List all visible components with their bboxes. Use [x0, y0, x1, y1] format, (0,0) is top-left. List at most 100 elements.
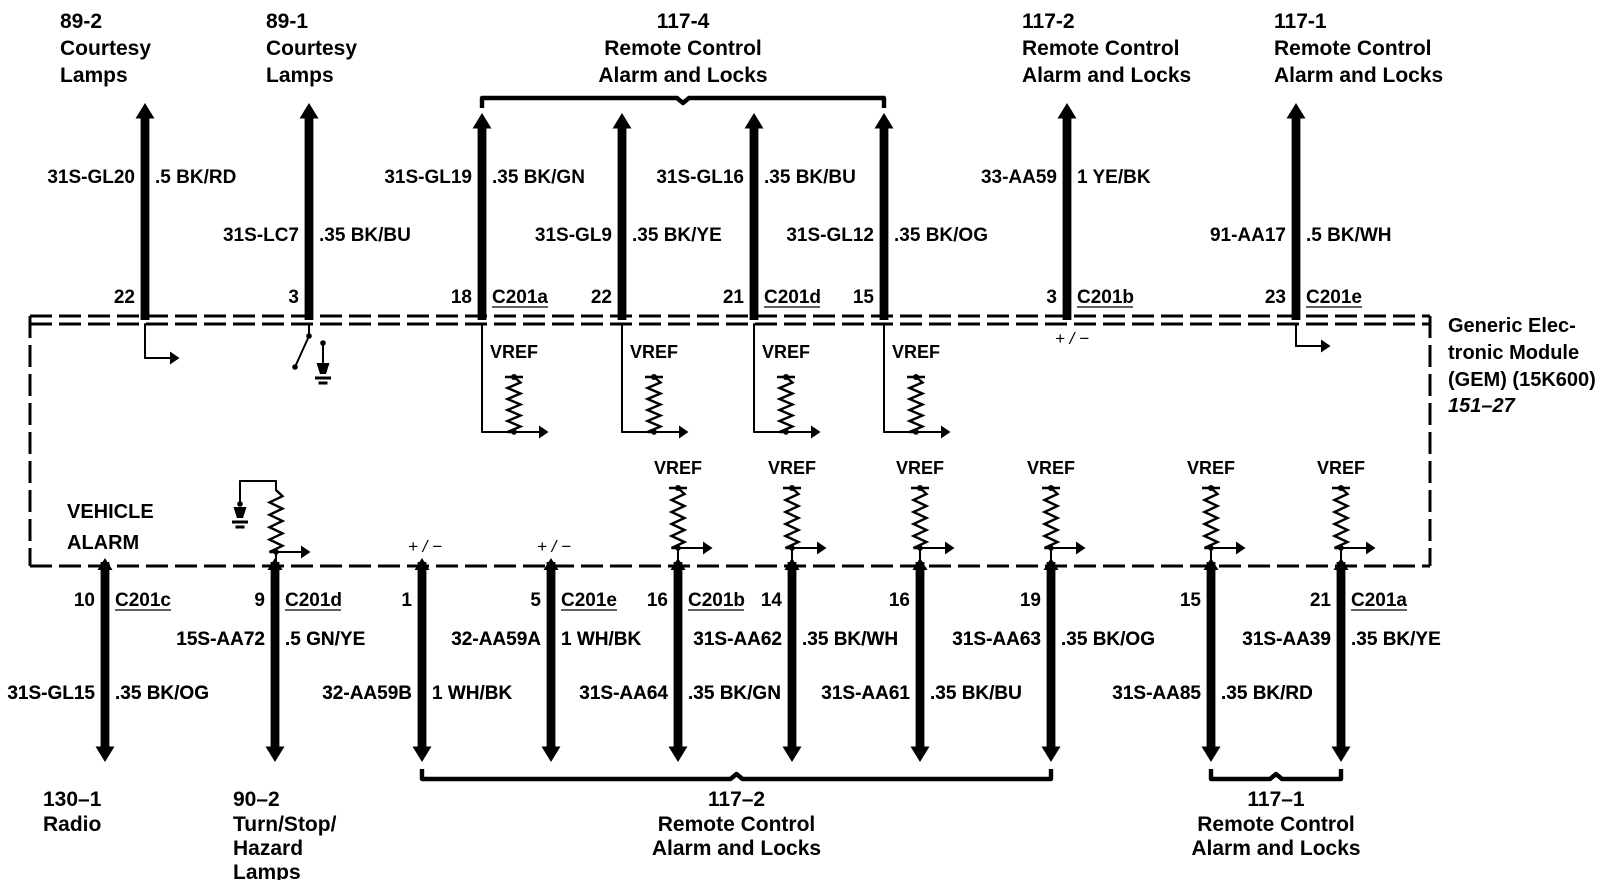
svg-text:.35 BK/GN: .35 BK/GN: [688, 683, 781, 704]
svg-text:130–1: 130–1: [43, 788, 102, 811]
svg-text:VREF: VREF: [490, 342, 538, 362]
svg-text:91-AA17: 91-AA17: [1210, 225, 1286, 246]
svg-text:16: 16: [889, 590, 910, 611]
svg-text:.5 GN/YE: .5 GN/YE: [285, 629, 365, 650]
svg-text:14: 14: [761, 590, 783, 611]
svg-text:1 WH/BK: 1 WH/BK: [561, 629, 642, 650]
svg-text:.35 BK/OG: .35 BK/OG: [894, 225, 988, 246]
svg-text:Hazard: Hazard: [233, 837, 303, 860]
svg-text:31S-GL19: 31S-GL19: [384, 167, 472, 188]
svg-text:+ / −: + / −: [1055, 329, 1089, 348]
svg-text:Remote Control: Remote Control: [1197, 813, 1355, 836]
svg-text:VREF: VREF: [768, 458, 816, 478]
svg-text:31S-AA39: 31S-AA39: [1242, 629, 1331, 650]
svg-text:VREF: VREF: [630, 342, 678, 362]
svg-text:VREF: VREF: [762, 342, 810, 362]
svg-text:89-1: 89-1: [266, 10, 308, 33]
svg-text:C201d: C201d: [764, 287, 821, 308]
svg-text:(GEM) (15K600): (GEM) (15K600): [1448, 369, 1596, 391]
svg-text:Radio: Radio: [43, 813, 101, 836]
svg-text:C201a: C201a: [1351, 590, 1407, 611]
svg-text:.35 BK/RD: .35 BK/RD: [1221, 683, 1313, 704]
svg-text:31S-GL9: 31S-GL9: [535, 225, 612, 246]
svg-text:C201e: C201e: [561, 590, 617, 611]
svg-text:.35 BK/WH: .35 BK/WH: [802, 629, 898, 650]
svg-text:.5 BK/RD: .5 BK/RD: [155, 167, 236, 188]
svg-text:Lamps: Lamps: [266, 64, 334, 87]
svg-text:.35 BK/OG: .35 BK/OG: [115, 683, 209, 704]
svg-text:1 WH/BK: 1 WH/BK: [432, 683, 513, 704]
svg-text:.35 BK/GN: .35 BK/GN: [492, 167, 585, 188]
svg-text:.35 BK/BU: .35 BK/BU: [930, 683, 1022, 704]
svg-text:tronic Module: tronic Module: [1448, 342, 1579, 364]
svg-text:VREF: VREF: [892, 342, 940, 362]
svg-text:VREF: VREF: [896, 458, 944, 478]
svg-text:VREF: VREF: [1187, 458, 1235, 478]
svg-text:31S-GL16: 31S-GL16: [656, 167, 744, 188]
svg-text:VREF: VREF: [1027, 458, 1075, 478]
svg-text:117–1: 117–1: [1247, 788, 1305, 811]
svg-text:ALARM: ALARM: [67, 532, 139, 554]
svg-text:C201a: C201a: [492, 287, 548, 308]
svg-text:.35 BK/YE: .35 BK/YE: [1351, 629, 1441, 650]
svg-text:31S-LC7: 31S-LC7: [223, 225, 299, 246]
svg-text:22: 22: [591, 287, 612, 308]
svg-text:3: 3: [1046, 287, 1057, 308]
svg-text:31S-AA62: 31S-AA62: [693, 629, 782, 650]
svg-text:117-4: 117-4: [657, 10, 710, 33]
svg-text:Remote Control: Remote Control: [604, 37, 762, 60]
svg-text:15: 15: [1180, 590, 1202, 611]
svg-text:18: 18: [451, 287, 472, 308]
svg-text:15S-AA72: 15S-AA72: [176, 629, 265, 650]
svg-text:C201d: C201d: [285, 590, 342, 611]
svg-text:Lamps: Lamps: [233, 861, 301, 880]
svg-text:117-1: 117-1: [1274, 10, 1327, 33]
svg-text:Remote Control: Remote Control: [1022, 37, 1180, 60]
svg-text:31S-AA63: 31S-AA63: [952, 629, 1041, 650]
svg-text:Alarm and Locks: Alarm and Locks: [1274, 64, 1443, 87]
svg-text:31S-AA64: 31S-AA64: [579, 683, 668, 704]
svg-text:Alarm and Locks: Alarm and Locks: [1191, 837, 1360, 860]
svg-text:33-AA59: 33-AA59: [981, 167, 1057, 188]
svg-text:.35 BK/BU: .35 BK/BU: [764, 167, 856, 188]
svg-text:Remote Control: Remote Control: [1274, 37, 1432, 60]
svg-text:VREF: VREF: [654, 458, 702, 478]
svg-text:.35 BK/OG: .35 BK/OG: [1061, 629, 1155, 650]
svg-text:Turn/Stop/: Turn/Stop/: [233, 813, 337, 836]
svg-text:31S-GL20: 31S-GL20: [47, 167, 135, 188]
svg-text:Alarm and Locks: Alarm and Locks: [1022, 64, 1191, 87]
svg-text:15: 15: [853, 287, 875, 308]
svg-text:C201b: C201b: [1077, 287, 1134, 308]
svg-text:3: 3: [288, 287, 299, 308]
svg-text:.5 BK/WH: .5 BK/WH: [1306, 225, 1392, 246]
svg-text:C201b: C201b: [688, 590, 745, 611]
svg-text:22: 22: [114, 287, 135, 308]
svg-text:90–2: 90–2: [233, 788, 280, 811]
svg-text:Courtesy: Courtesy: [60, 37, 151, 60]
svg-text:+ / −: + / −: [408, 537, 442, 556]
svg-text:16: 16: [647, 590, 668, 611]
svg-text:117–2: 117–2: [708, 788, 765, 811]
svg-text:10: 10: [74, 590, 95, 611]
svg-text:1 YE/BK: 1 YE/BK: [1077, 167, 1151, 188]
svg-text:151–27: 151–27: [1448, 395, 1516, 417]
svg-text:Alarm and Locks: Alarm and Locks: [652, 837, 821, 860]
svg-text:23: 23: [1265, 287, 1286, 308]
svg-text:C201e: C201e: [1306, 287, 1362, 308]
svg-text:+ / −: + / −: [537, 537, 571, 556]
svg-text:31S-AA61: 31S-AA61: [821, 683, 910, 704]
svg-text:VREF: VREF: [1317, 458, 1365, 478]
svg-text:Lamps: Lamps: [60, 64, 128, 87]
svg-text:5: 5: [530, 590, 541, 611]
svg-text:32-AA59A: 32-AA59A: [451, 629, 541, 650]
svg-text:Generic Elec-: Generic Elec-: [1448, 315, 1576, 337]
svg-text:Courtesy: Courtesy: [266, 37, 357, 60]
svg-text:21: 21: [723, 287, 745, 308]
svg-text:31S-GL15: 31S-GL15: [7, 683, 95, 704]
svg-text:Alarm and Locks: Alarm and Locks: [598, 64, 767, 87]
svg-text:1: 1: [401, 590, 412, 611]
svg-text:117-2: 117-2: [1022, 10, 1075, 33]
svg-text:C201c: C201c: [115, 590, 171, 611]
svg-text:19: 19: [1020, 590, 1041, 611]
svg-text:31S-GL12: 31S-GL12: [786, 225, 874, 246]
